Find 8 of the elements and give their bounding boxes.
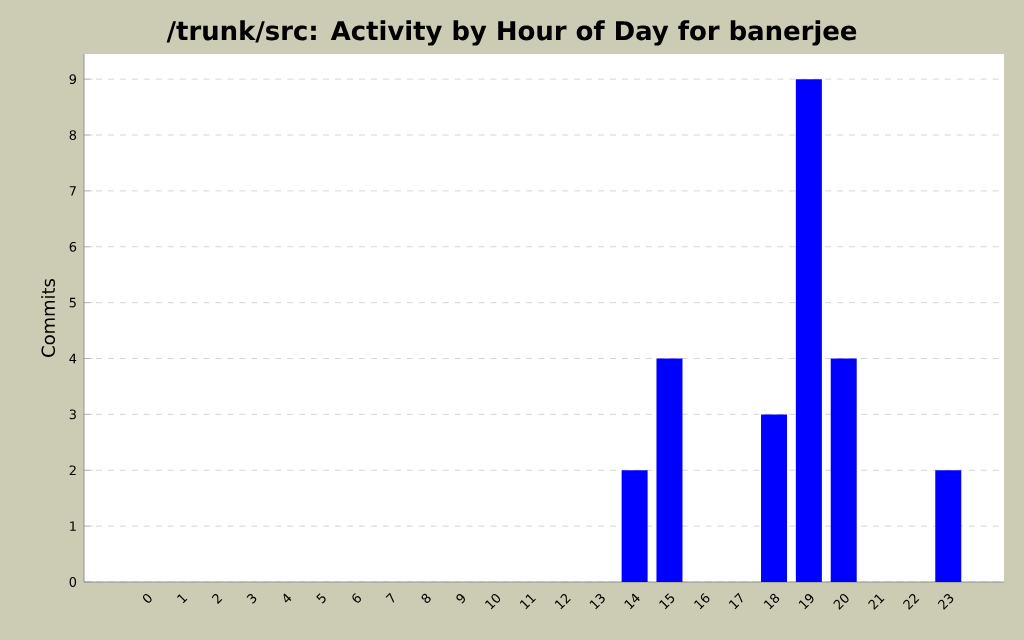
- bar: [795, 79, 822, 582]
- bar: [656, 358, 683, 582]
- chart-title: /trunk/src: Activity by Hour of Day for banerjee: [166, 20, 857, 46]
- bar: [830, 358, 857, 582]
- y-axis-title: Commits: [41, 278, 56, 357]
- bar: [935, 470, 962, 582]
- bar: [761, 414, 788, 582]
- bar: [621, 470, 648, 582]
